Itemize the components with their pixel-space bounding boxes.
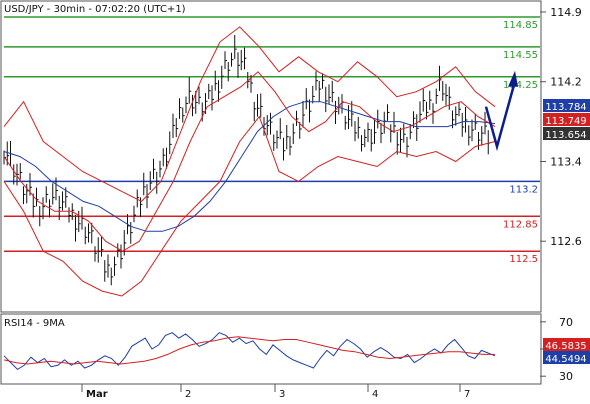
price-badge bbox=[543, 99, 590, 112]
level-label: 114.25 bbox=[503, 80, 538, 91]
y-tick-label: 114.2 bbox=[550, 76, 582, 89]
price-badge bbox=[543, 127, 590, 140]
rsi-badge-label: 46.5835 bbox=[545, 341, 586, 352]
bars-layer bbox=[3, 35, 491, 286]
levels-layer: 114.85 114.55 114.25 113.2 112.85 112.5 bbox=[4, 16, 540, 265]
rsi-y-tick-label: 30 bbox=[559, 370, 573, 383]
band-upper-line bbox=[3, 26, 496, 203]
lines-layer bbox=[3, 26, 518, 297]
y-tick-label: 113.4 bbox=[550, 155, 582, 168]
ma-blue-line bbox=[3, 101, 496, 232]
rsi-y-tick-label: 70 bbox=[559, 316, 573, 329]
rsi-badge-label: 44.5494 bbox=[545, 354, 586, 365]
x-tick-label: 4 bbox=[372, 389, 378, 400]
rsi-title: RSI14 - 9MA bbox=[4, 318, 65, 329]
rsi-layer bbox=[3, 332, 496, 371]
level-label: 114.55 bbox=[503, 50, 538, 61]
price-badge-label: 113.784 bbox=[545, 102, 586, 113]
rsi-badge bbox=[543, 351, 590, 364]
main-pane-frame bbox=[0, 0, 542, 313]
projection-arrow bbox=[484, 84, 516, 152]
level-label: 112.85 bbox=[503, 219, 538, 230]
rsi-badge bbox=[543, 338, 590, 351]
x-tick-label: 2 bbox=[185, 389, 191, 400]
projection-arrowhead bbox=[508, 70, 518, 87]
x-tick-label: 7 bbox=[464, 389, 470, 400]
ma-red-line bbox=[3, 71, 496, 252]
price-badge-label: 113.749 bbox=[545, 116, 586, 127]
price-badge bbox=[543, 113, 590, 126]
level-label: 112.5 bbox=[509, 254, 538, 265]
x-tick-label: Mar bbox=[86, 389, 108, 400]
x-tick-label: 3 bbox=[279, 389, 285, 400]
level-label: 114.85 bbox=[503, 20, 538, 31]
y-tick-label: 114.9 bbox=[550, 6, 582, 19]
rsi-line bbox=[3, 332, 496, 371]
badges-layer: 113.784 113.749 113.654 46.5835 44.5494 bbox=[543, 99, 590, 365]
band-lower-line bbox=[3, 115, 496, 297]
price-badge-label: 113.654 bbox=[545, 130, 586, 141]
y-tick-label: 112.6 bbox=[550, 235, 582, 248]
level-label: 113.2 bbox=[509, 184, 538, 195]
chart-title: USD/JPY - 30min - 07:02:20 (UTC+1) bbox=[4, 4, 186, 15]
rsi-ma-line bbox=[3, 336, 495, 365]
